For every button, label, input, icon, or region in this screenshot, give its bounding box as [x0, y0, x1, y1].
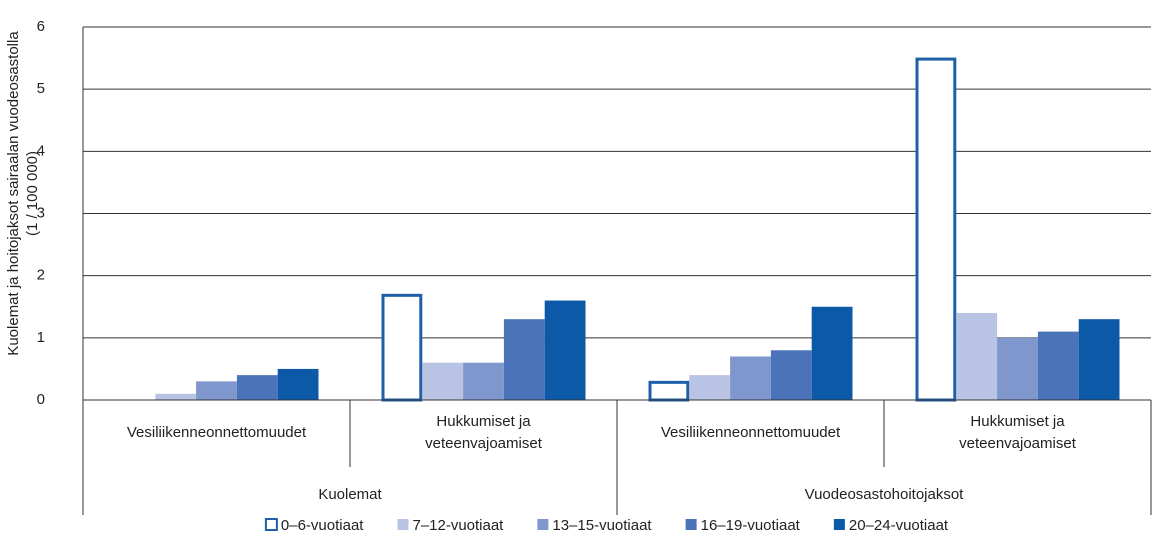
y-tick-label: 5 — [37, 80, 45, 97]
x-tick-label: Vesiliikenneonnettomuudet — [127, 424, 307, 441]
bar — [503, 319, 545, 400]
bar — [997, 337, 1038, 400]
legend-swatch — [264, 518, 278, 531]
y-tick-label: 0 — [37, 391, 45, 408]
legend-label: 7–12-vuotiaat — [412, 517, 504, 534]
bar — [730, 356, 771, 400]
group-label: Vuodeosastohoitojaksot — [805, 486, 965, 503]
y-tick-label: 6 — [37, 18, 45, 35]
bar — [422, 362, 464, 400]
bar — [544, 300, 586, 400]
bar — [236, 375, 278, 400]
bar — [463, 362, 504, 400]
y-tick-label: 1 — [37, 329, 45, 346]
bar — [689, 375, 731, 400]
y-axis-label: (1 / 100 000) — [24, 151, 41, 236]
legend-swatch — [833, 519, 845, 530]
bar — [770, 350, 812, 400]
legend-swatch — [537, 519, 549, 530]
y-tick-label: 4 — [37, 142, 45, 159]
legend-label: 20–24-vuotiaat — [849, 517, 949, 534]
legend-label: 16–19-vuotiaat — [701, 517, 801, 534]
legend-label: 0–6-vuotiaat — [281, 517, 364, 534]
bar — [811, 306, 853, 400]
bar — [277, 368, 319, 400]
bar — [956, 312, 998, 400]
x-tick-label: Hukkumiset ja veteenvajoamiset — [425, 413, 543, 452]
bar — [648, 380, 690, 402]
bar — [1078, 319, 1120, 400]
x-tick-label: Hukkumiset ja veteenvajoamiset — [959, 413, 1077, 452]
bar — [155, 393, 197, 400]
bar — [915, 57, 957, 402]
y-tick-label: 3 — [37, 204, 45, 221]
legend-swatch — [685, 519, 697, 530]
x-tick-label: Vesiliikenneonnettomuudet — [661, 424, 841, 441]
bar — [196, 381, 237, 400]
group-label: Kuolemat — [318, 486, 382, 503]
legend: 0–6-vuotiaat 7–12-vuotiaat 13–15-vuotiaat 1… — [264, 517, 949, 534]
bar — [1037, 331, 1079, 400]
legend-swatch — [397, 519, 409, 530]
legend-label: 13–15-vuotiaat — [552, 517, 652, 534]
y-axis-label: Kuolemat ja hoitojaksot sairaalan vuodeo… — [5, 31, 22, 356]
bar — [381, 293, 423, 402]
y-tick-label: 2 — [37, 267, 45, 284]
